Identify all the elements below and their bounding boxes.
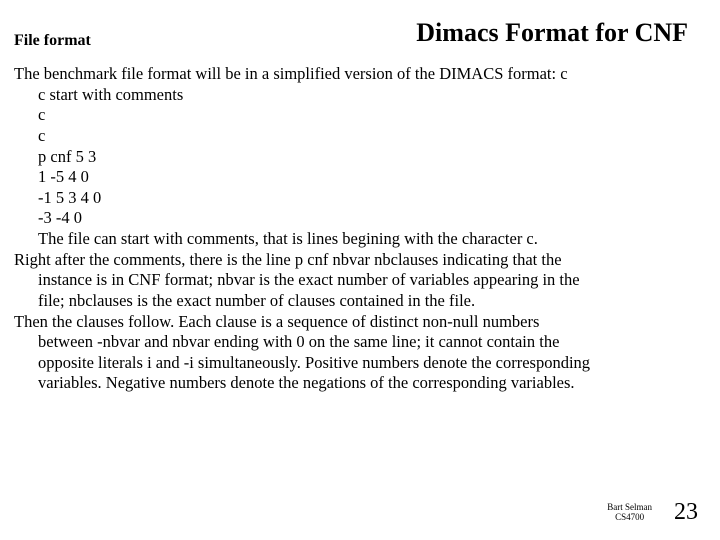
- page-title: Dimacs Format for CNF: [416, 18, 688, 48]
- footer-author: Bart Selman CS4700: [607, 503, 652, 523]
- para2-line: Right after the comments, there is the l…: [14, 250, 700, 271]
- code-line: 1 -5 4 0: [14, 167, 700, 188]
- para3-line: Then the clauses follow. Each clause is …: [14, 312, 700, 333]
- code-line: c: [14, 126, 700, 147]
- para3-line: between -nbvar and nbvar ending with 0 o…: [14, 332, 700, 353]
- para2-line: file; nbclauses is the exact number of c…: [14, 291, 700, 312]
- para1-lead: The benchmark file format will be in a s…: [14, 64, 700, 85]
- code-line: c: [14, 105, 700, 126]
- code-line: -3 -4 0: [14, 208, 700, 229]
- header: File format Dimacs Format for CNF: [14, 18, 700, 54]
- footer: Bart Selman CS4700 23: [607, 499, 698, 526]
- para3-line: variables. Negative numbers denote the n…: [14, 373, 700, 394]
- code-line: -1 5 3 4 0: [14, 188, 700, 209]
- course-code: CS4700: [615, 512, 644, 522]
- page-number: 23: [674, 499, 698, 526]
- para2-line: instance is in CNF format; nbvar is the …: [14, 270, 700, 291]
- code-line: p cnf 5 3: [14, 147, 700, 168]
- para3-line: opposite literals i and -i simultaneousl…: [14, 353, 700, 374]
- section-subtitle: File format: [14, 32, 91, 50]
- author-name: Bart Selman: [607, 502, 652, 512]
- code-line: c start with comments: [14, 85, 700, 106]
- body-text: The benchmark file format will be in a s…: [14, 64, 700, 394]
- para1-tail: The file can start with comments, that i…: [14, 229, 700, 250]
